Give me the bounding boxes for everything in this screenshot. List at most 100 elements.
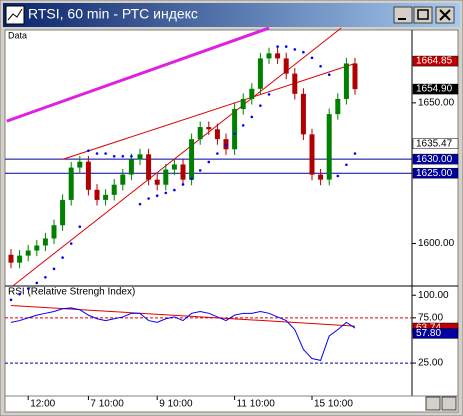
sar-dot bbox=[353, 152, 357, 155]
scroll-right[interactable] bbox=[441, 396, 457, 411]
sar-dot bbox=[216, 152, 219, 155]
candle-body bbox=[266, 53, 272, 59]
candle-body bbox=[60, 199, 66, 226]
marker-box bbox=[412, 167, 459, 179]
candle-body bbox=[318, 174, 324, 180]
x-tick-label: 15 10:00 bbox=[314, 399, 353, 410]
x-tick-label: 12:00 bbox=[30, 399, 55, 410]
sar-dot bbox=[18, 292, 21, 296]
window-title: RTSI, 60 min - РТС индекс bbox=[28, 6, 198, 22]
sar-dot bbox=[121, 155, 125, 158]
marker-label: 1625.00 bbox=[416, 168, 453, 179]
marker-box bbox=[412, 55, 459, 67]
sar-dot bbox=[250, 115, 254, 119]
sar-dot bbox=[310, 56, 314, 60]
sar-dot bbox=[138, 202, 142, 206]
sar-dot bbox=[9, 298, 13, 302]
candle-body bbox=[8, 254, 14, 263]
sar-dot bbox=[164, 191, 168, 195]
x-tick-label: 11 10:00 bbox=[237, 399, 276, 410]
y-tick-label: 100.00 bbox=[418, 290, 449, 301]
candle-body bbox=[68, 167, 74, 200]
sar-dot bbox=[327, 73, 331, 77]
candle-body bbox=[120, 174, 126, 185]
candle-body bbox=[137, 154, 143, 160]
sar-dot bbox=[336, 174, 340, 178]
candle-body bbox=[197, 127, 203, 140]
candle-body bbox=[103, 194, 109, 200]
scroll-left[interactable] bbox=[425, 396, 441, 411]
candle-body bbox=[34, 245, 40, 251]
candle-body bbox=[292, 73, 298, 94]
candle-body bbox=[335, 98, 341, 115]
sar-dot bbox=[104, 152, 107, 155]
candle-body bbox=[343, 63, 349, 99]
sar-dot bbox=[173, 188, 176, 192]
candle-body bbox=[352, 63, 358, 90]
sar-dot bbox=[130, 155, 133, 158]
sar-dot bbox=[155, 194, 159, 197]
marker-label: 1630.00 bbox=[416, 154, 453, 165]
icon-glyph bbox=[7, 8, 23, 21]
sar-dot bbox=[190, 177, 193, 181]
sar-dot bbox=[87, 149, 90, 152]
candle-body bbox=[42, 238, 48, 246]
candle-body bbox=[111, 184, 117, 195]
sar-dot bbox=[284, 45, 288, 48]
minimize-button[interactable] bbox=[393, 6, 413, 24]
sar-dot bbox=[345, 163, 348, 167]
sar-dot bbox=[35, 281, 39, 285]
marker-box bbox=[412, 138, 459, 149]
candle-body bbox=[232, 109, 238, 150]
candle-body bbox=[283, 58, 289, 74]
candle-body bbox=[309, 134, 315, 175]
sar-dot bbox=[61, 256, 64, 259]
marker-box bbox=[412, 153, 459, 165]
panel-label: RSI (Relative Strengh Index) bbox=[8, 287, 135, 298]
sar-dot bbox=[224, 143, 228, 147]
candle-body bbox=[94, 189, 100, 200]
sar-dot bbox=[293, 48, 297, 51]
sar-dot bbox=[198, 169, 202, 172]
sar-dot bbox=[259, 104, 262, 107]
y-tick-label: 75.00 bbox=[418, 312, 443, 323]
maximize-glyph bbox=[417, 9, 429, 20]
sar-dot bbox=[302, 50, 305, 54]
rsi-line bbox=[10, 307, 356, 361]
sar-dot bbox=[44, 275, 47, 279]
marker-box bbox=[412, 83, 459, 95]
sar-dot bbox=[181, 183, 185, 186]
close-glyph bbox=[439, 9, 451, 21]
y-tick-label: 1650.00 bbox=[418, 98, 455, 109]
trend-line bbox=[6, 26, 270, 123]
candle-body bbox=[17, 255, 23, 263]
candle-body bbox=[163, 169, 169, 185]
candle-body bbox=[77, 161, 83, 168]
candle-body bbox=[51, 225, 57, 239]
y-tick-label: 25.00 bbox=[418, 358, 443, 369]
candle-body bbox=[326, 114, 332, 180]
sar-dot bbox=[52, 267, 56, 271]
window-buttons[interactable] bbox=[393, 6, 455, 24]
sar-dot bbox=[241, 124, 245, 127]
sar-dot bbox=[276, 45, 279, 48]
marker-label: 57.80 bbox=[416, 328, 441, 339]
time-axis bbox=[4, 395, 459, 413]
candle-body bbox=[257, 58, 263, 89]
marker-label: 1654.90 bbox=[416, 84, 453, 95]
candle-body bbox=[180, 164, 186, 180]
candle-body bbox=[300, 93, 306, 135]
trend-line bbox=[10, 305, 356, 327]
sar-dot bbox=[78, 225, 82, 228]
candle-body bbox=[25, 250, 31, 256]
marker-label: 1664.85 bbox=[416, 56, 453, 67]
x-tick-label: 7 10:00 bbox=[90, 399, 124, 410]
title-bar bbox=[3, 3, 460, 27]
sar-dot bbox=[69, 242, 73, 245]
trend-line bbox=[62, 63, 356, 160]
candle-body bbox=[249, 88, 255, 99]
marker-box bbox=[412, 328, 459, 339]
candle-body bbox=[240, 98, 246, 110]
